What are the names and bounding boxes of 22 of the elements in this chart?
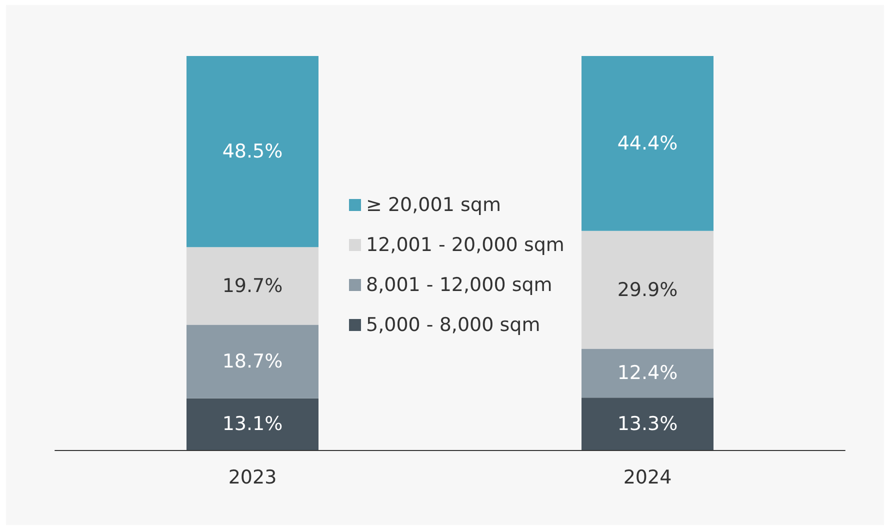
data-label: 12.4% <box>617 362 678 384</box>
x-tick-label: 2024 <box>623 466 672 488</box>
data-label: 29.9% <box>617 278 678 301</box>
bar <box>186 324 318 398</box>
legend-label: 12,001 - 20,000 sqm <box>366 234 564 256</box>
data-label: 13.1% <box>222 413 283 436</box>
bar <box>186 398 318 450</box>
legend-label: ≥ 20,001 sqm <box>366 194 501 216</box>
bar <box>582 398 714 450</box>
bar <box>582 230 714 349</box>
bar <box>582 348 714 398</box>
bar <box>582 56 714 231</box>
data-label: 44.4% <box>617 132 678 154</box>
data-label: 19.7% <box>222 274 283 297</box>
data-label: 48.5% <box>222 140 283 163</box>
x-tick-label: 2023 <box>228 466 277 488</box>
data-label: 18.7% <box>222 350 283 373</box>
bar <box>186 56 318 248</box>
legend-label: 5,000 - 8,000 sqm <box>366 314 540 336</box>
bar <box>186 247 318 325</box>
legend-label: 8,001 - 12,000 sqm <box>366 274 552 296</box>
data-label: 13.3% <box>617 412 678 435</box>
